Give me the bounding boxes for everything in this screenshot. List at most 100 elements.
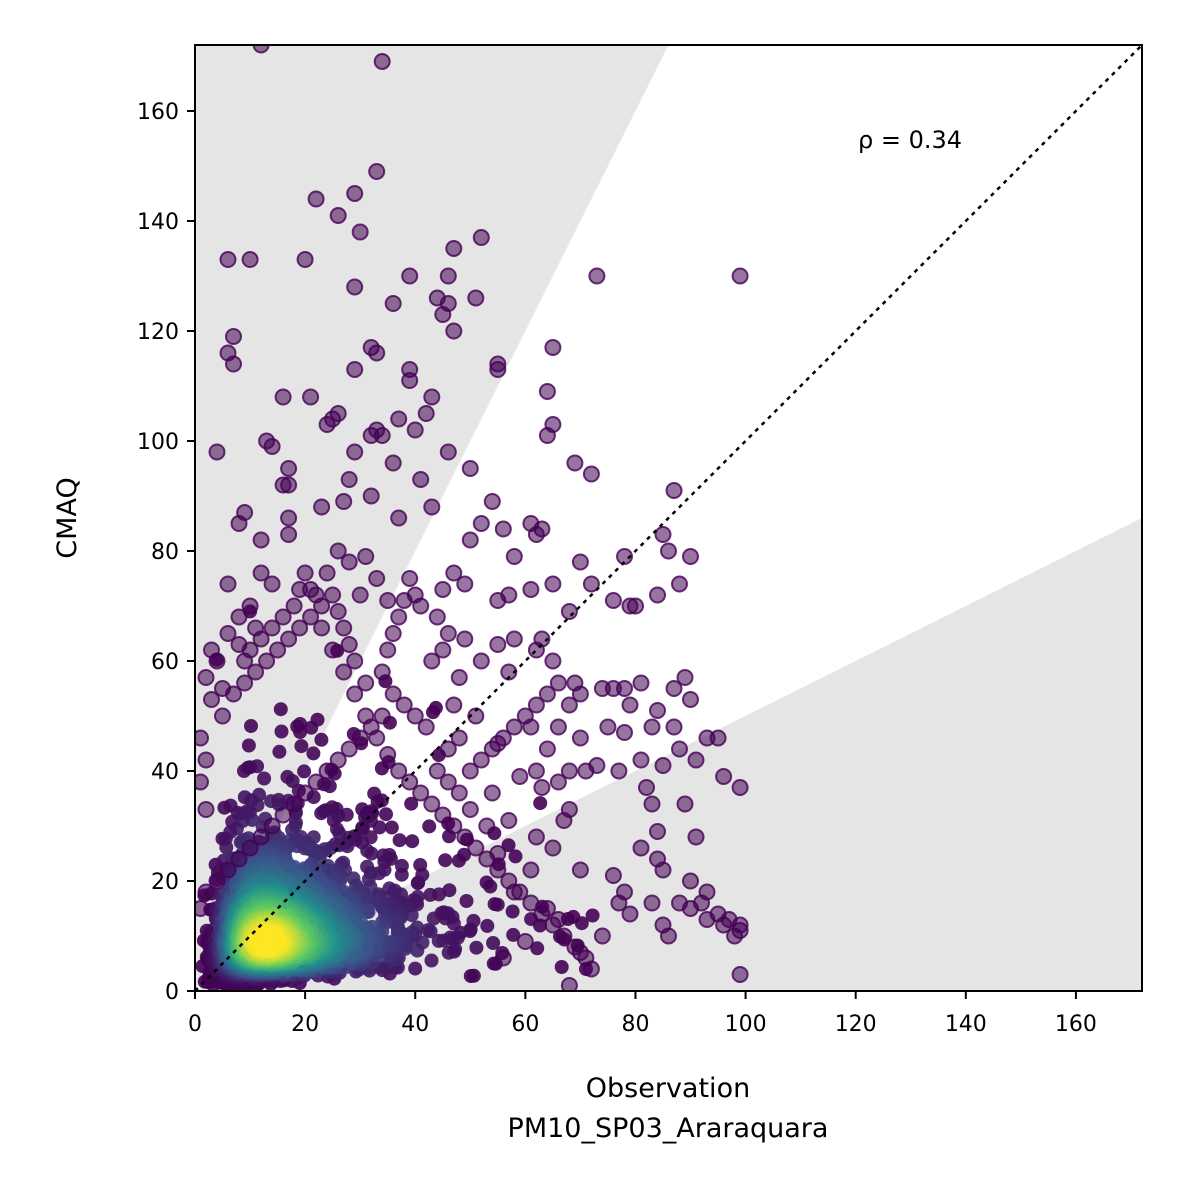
density-point — [244, 719, 258, 733]
density-point — [404, 796, 419, 811]
data-point — [230, 515, 248, 532]
density-point — [438, 911, 453, 926]
data-point — [671, 740, 688, 758]
data-point — [445, 240, 463, 257]
density-point — [314, 732, 329, 747]
data-point — [472, 652, 490, 670]
x-tick-label: 20 — [291, 1012, 319, 1037]
data-point — [197, 751, 215, 769]
data-point — [428, 608, 446, 626]
data-point — [671, 575, 688, 593]
data-point — [241, 251, 259, 268]
data-point — [252, 564, 270, 582]
data-point — [313, 498, 331, 516]
data-point — [390, 509, 408, 527]
density-point — [306, 746, 321, 761]
density-point — [410, 876, 425, 891]
data-point — [494, 520, 512, 538]
data-point — [731, 267, 749, 285]
density-point — [426, 911, 441, 926]
data-point — [384, 685, 402, 703]
data-point — [406, 421, 424, 439]
data-point — [329, 542, 347, 560]
data-point — [643, 894, 661, 912]
data-point — [582, 465, 600, 483]
y-axis-label: CMAQ — [52, 477, 83, 558]
data-point — [445, 564, 463, 582]
data-point — [351, 223, 369, 241]
data-point — [340, 471, 358, 488]
density-point — [533, 796, 548, 811]
data-point — [439, 443, 457, 461]
density-point — [219, 840, 234, 855]
data-point — [555, 812, 573, 829]
data-point — [214, 707, 231, 725]
x-tick-label: 100 — [725, 1012, 767, 1037]
density-point — [441, 945, 456, 960]
data-point — [560, 603, 578, 620]
density-point — [469, 940, 484, 955]
data-point — [676, 669, 694, 686]
data-point — [654, 861, 672, 879]
data-point — [500, 812, 518, 829]
data-point — [544, 575, 562, 593]
density-point — [426, 705, 440, 720]
density-point — [274, 724, 289, 739]
data-point — [368, 163, 386, 180]
data-point — [687, 828, 705, 846]
data-point — [654, 757, 672, 774]
data-point — [439, 625, 457, 642]
data-point — [687, 751, 705, 769]
data-point — [280, 509, 298, 527]
data-point — [346, 185, 364, 202]
x-tick-label: 80 — [621, 1012, 649, 1037]
data-point — [489, 592, 507, 609]
data-point — [461, 460, 479, 477]
data-point — [715, 916, 733, 934]
data-point — [225, 328, 242, 345]
data-point — [280, 460, 298, 477]
x-tick-label: 120 — [835, 1012, 877, 1037]
data-point — [351, 586, 369, 604]
density-point — [422, 819, 437, 834]
shaded-region-2 — [195, 518, 1142, 991]
data-point — [571, 861, 589, 879]
density-point — [297, 764, 312, 779]
data-point — [483, 784, 501, 802]
data-point — [610, 762, 628, 780]
y-tick-label: 80 — [151, 540, 179, 565]
data-point — [549, 674, 567, 692]
density-point — [438, 853, 453, 868]
y-tick-label: 40 — [151, 760, 179, 785]
data-point — [478, 817, 496, 835]
data-point — [571, 553, 589, 571]
data-point — [682, 872, 699, 890]
density-point — [404, 908, 419, 923]
data-point — [379, 641, 397, 659]
data-point — [329, 603, 347, 620]
x-axis-ticks: 0 20 40 60 80 100 120 140 160 — [188, 991, 1097, 1037]
data-point — [593, 927, 611, 945]
data-point — [296, 564, 314, 582]
density-point — [304, 720, 319, 735]
data-point — [417, 405, 435, 422]
data-point — [219, 625, 237, 642]
data-point — [280, 526, 298, 543]
data-point — [649, 823, 666, 840]
density-point — [424, 953, 439, 968]
density-point — [463, 969, 478, 983]
density-point — [421, 923, 435, 938]
data-point — [384, 454, 402, 472]
data-point — [494, 949, 512, 967]
data-point — [549, 718, 567, 736]
density-point — [392, 833, 407, 848]
density-point — [451, 853, 466, 868]
data-point — [296, 251, 314, 268]
x-axis-label: Observation — [586, 1073, 750, 1104]
data-point — [203, 641, 220, 659]
data-point — [731, 779, 749, 796]
data-point — [368, 570, 386, 587]
density-point — [257, 771, 272, 786]
data-point — [302, 388, 320, 406]
data-point — [368, 344, 386, 362]
